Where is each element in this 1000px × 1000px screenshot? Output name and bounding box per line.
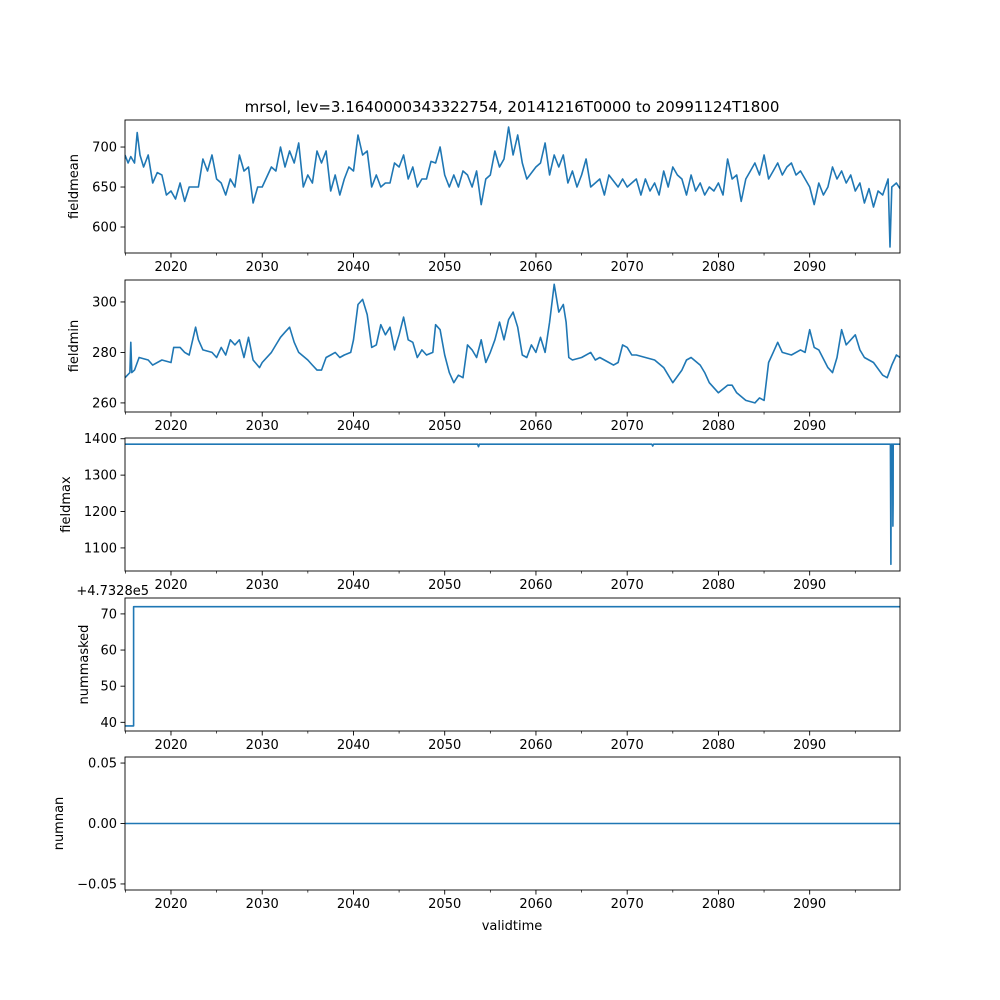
y-tick-label: 60 bbox=[100, 644, 117, 659]
x-tick-label: 2060 bbox=[519, 738, 552, 753]
x-tick-label: 2050 bbox=[428, 738, 461, 753]
x-tick-label: 2090 bbox=[793, 260, 826, 275]
x-tick-label: 2080 bbox=[702, 578, 735, 593]
x-tick-label: 2070 bbox=[611, 260, 644, 275]
series-line-fieldmin bbox=[125, 283, 900, 404]
y-tick-label: 280 bbox=[92, 346, 117, 361]
x-tick-label: 2040 bbox=[337, 260, 370, 275]
y-tick-label: 40 bbox=[100, 716, 117, 731]
x-tick-label: 2060 bbox=[519, 260, 552, 275]
subplot-fieldmean: 2020 2030 2040 2050 2060 2070 2080 2090 600 650 70… bbox=[67, 119, 901, 275]
x-tick-label: 2020 bbox=[154, 260, 187, 275]
x-tick-label: 2040 bbox=[337, 419, 370, 434]
y-tick-label: 1100 bbox=[84, 541, 117, 556]
x-tick-label: 2020 bbox=[154, 578, 187, 593]
x-tick-label: 2060 bbox=[519, 897, 552, 912]
y-offset-text: +4.7328e5 bbox=[76, 584, 149, 599]
x-tick-label: 2080 bbox=[702, 260, 735, 275]
x-tick-label: 2070 bbox=[611, 897, 644, 912]
x-tick-label: 2020 bbox=[154, 897, 187, 912]
y-tick-label: 1300 bbox=[84, 469, 117, 484]
y-tick-label: 600 bbox=[92, 221, 117, 236]
y-axis-label: fieldmean bbox=[67, 154, 82, 219]
axes-frame bbox=[124, 119, 901, 254]
y-tick-label: 300 bbox=[92, 295, 117, 310]
y-tick-label: 70 bbox=[100, 607, 117, 622]
y-tick-label: −0.05 bbox=[77, 877, 117, 892]
y-tick-label: 0.00 bbox=[88, 817, 117, 832]
y-tick-label: 260 bbox=[92, 396, 117, 411]
chart-title: mrsol, lev=3.1640000343322754, 20141216T… bbox=[245, 98, 780, 116]
y-tick-label: 700 bbox=[92, 141, 117, 156]
x-tick-label: 2020 bbox=[154, 738, 187, 753]
y-axis-label: fieldmin bbox=[67, 320, 82, 373]
x-tick-label: 2080 bbox=[702, 897, 735, 912]
y-axis-label: fieldmax bbox=[59, 476, 74, 533]
y-tick-label: 50 bbox=[100, 680, 117, 695]
x-tick-label: 2030 bbox=[246, 897, 279, 912]
series-line-fieldmax bbox=[125, 443, 900, 566]
y-tick-label: 0.05 bbox=[88, 757, 117, 772]
x-axis-label: validtime bbox=[482, 919, 543, 934]
x-tick-label: 2080 bbox=[702, 738, 735, 753]
x-tick-label: 2050 bbox=[428, 260, 461, 275]
axes-frame bbox=[124, 597, 901, 732]
x-tick-label: 2030 bbox=[246, 260, 279, 275]
x-tick-label: 2050 bbox=[428, 578, 461, 593]
y-axis-label: numnan bbox=[52, 797, 67, 851]
subplot-fieldmax: 2020 2030 2040 2050 2060 2070 2080 2090 1100 1200… bbox=[59, 432, 901, 593]
axes-frame bbox=[124, 279, 901, 413]
x-tick-label: 2090 bbox=[793, 419, 826, 434]
x-tick-label: 2030 bbox=[246, 419, 279, 434]
series-line-nummasked bbox=[125, 605, 900, 727]
subplot-fieldmin: 2020 2030 2040 2050 2060 2070 2080 2090 260 280 30… bbox=[67, 279, 901, 434]
x-tick-label: 2070 bbox=[611, 738, 644, 753]
x-tick-label: 2090 bbox=[793, 897, 826, 912]
series-line-fieldmean bbox=[125, 126, 900, 248]
x-tick-label: 2060 bbox=[519, 578, 552, 593]
x-tick-label: 2020 bbox=[154, 419, 187, 434]
subplot-nummasked: 2020 2030 2040 2050 2060 2070 2080 2090 40 50 60 70… bbox=[76, 584, 901, 753]
y-tick-label: 650 bbox=[92, 181, 117, 196]
x-tick-label: 2090 bbox=[793, 738, 826, 753]
y-tick-label: 1400 bbox=[84, 432, 117, 447]
x-tick-label: 2060 bbox=[519, 419, 552, 434]
x-tick-label: 2030 bbox=[246, 738, 279, 753]
x-tick-label: 2030 bbox=[246, 578, 279, 593]
x-tick-label: 2040 bbox=[337, 897, 370, 912]
subplot-numnan: 2020 2030 2040 2050 2060 2070 2080 2090 −0.05 0.0… bbox=[52, 757, 901, 912]
x-tick-label: 2090 bbox=[793, 578, 826, 593]
x-tick-label: 2070 bbox=[611, 578, 644, 593]
y-axis-label: nummasked bbox=[77, 625, 92, 705]
axes-frame bbox=[124, 437, 901, 572]
x-tick-label: 2040 bbox=[337, 578, 370, 593]
x-tick-label: 2080 bbox=[702, 419, 735, 434]
x-tick-label: 2050 bbox=[428, 419, 461, 434]
x-tick-label: 2050 bbox=[428, 897, 461, 912]
y-tick-label: 1200 bbox=[84, 505, 117, 520]
x-tick-label: 2070 bbox=[611, 419, 644, 434]
x-tick-label: 2040 bbox=[337, 738, 370, 753]
